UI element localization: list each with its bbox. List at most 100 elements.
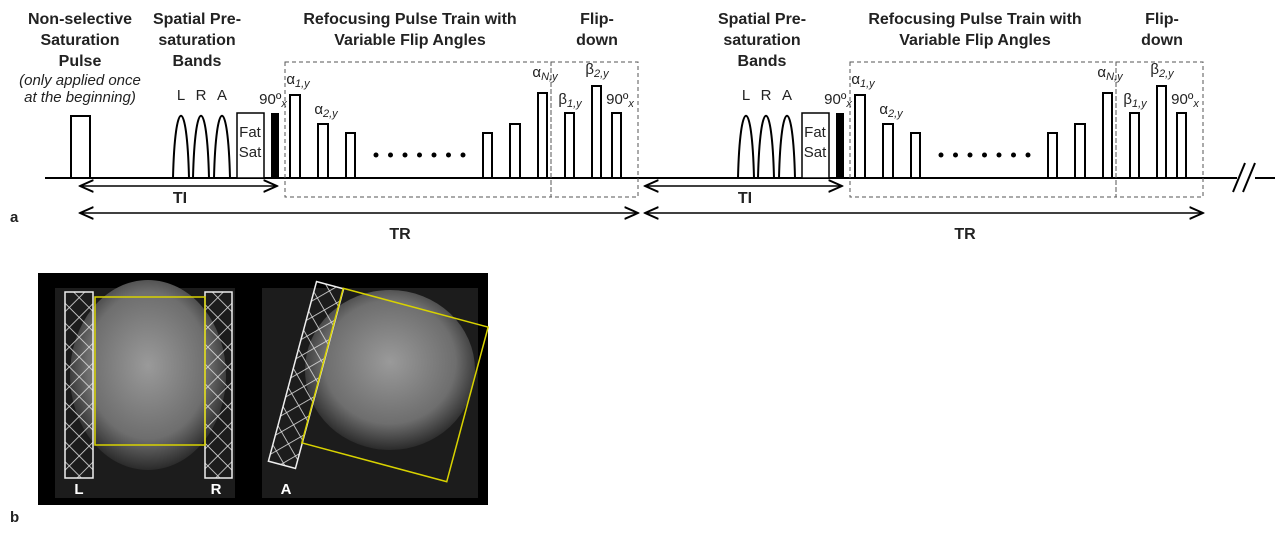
ellipsis-dot xyxy=(997,153,1002,158)
pulse-label: β2,y xyxy=(585,61,610,80)
image-label: R xyxy=(211,481,222,498)
rf-pulse xyxy=(883,124,893,178)
interval-label: TI xyxy=(738,190,752,207)
label-sub: 2,y xyxy=(1158,68,1175,80)
label-base: 90º xyxy=(1171,91,1194,108)
rf-pulse xyxy=(346,133,355,178)
interval-label: TR xyxy=(389,226,411,243)
rf-pulse xyxy=(71,116,90,178)
rf-pulse xyxy=(612,113,621,178)
label-base: α xyxy=(532,64,541,81)
rf-pulse xyxy=(510,124,520,178)
label-sub: N,y xyxy=(541,71,559,83)
pulse-label: αN,y xyxy=(1097,64,1124,83)
pulse-label: β1,y xyxy=(558,91,583,110)
image-label: L xyxy=(74,481,83,498)
interval-label: TR xyxy=(954,226,976,243)
heading-line: Variable Flip Angles xyxy=(334,32,486,49)
rf-pulse xyxy=(911,133,920,178)
heading-line: Refocusing Pulse Train with xyxy=(303,11,516,28)
sat-band xyxy=(65,292,93,478)
pulse-label: α1,y xyxy=(286,71,311,90)
rf-pulse xyxy=(1177,113,1186,178)
heading-line: Spatial Pre- xyxy=(718,11,806,28)
heading-line: Bands xyxy=(173,53,222,70)
panel-label: b xyxy=(10,509,19,526)
band-label: R xyxy=(761,87,772,104)
interval-label: TI xyxy=(173,190,187,207)
ellipsis-dot xyxy=(374,153,379,158)
ellipsis-dot xyxy=(446,153,451,158)
ellipsis-dot xyxy=(403,153,408,158)
pulse-label: β1,y xyxy=(1123,91,1148,110)
label-sub: 2,y xyxy=(887,108,904,120)
ellipsis-dot xyxy=(432,153,437,158)
pulse-label: α2,y xyxy=(879,101,904,120)
pulse-label: 90ºx xyxy=(824,91,852,110)
pulse-label: 90ºx xyxy=(259,91,287,110)
label-base: 90º xyxy=(259,91,282,108)
pulse-label: α1,y xyxy=(851,71,876,90)
rf-pulse xyxy=(1075,124,1085,178)
heading-line: Fat xyxy=(804,124,827,141)
label-base: 90º xyxy=(824,91,847,108)
rf-pulse xyxy=(290,95,300,178)
band-label: R xyxy=(196,87,207,104)
ellipsis-dot xyxy=(982,153,987,158)
label-sub: N,y xyxy=(1106,71,1124,83)
heading-line: down xyxy=(1141,32,1183,49)
rf-pulse xyxy=(1103,93,1112,178)
rf-pulse xyxy=(565,113,574,178)
label-sub: 2,y xyxy=(593,68,610,80)
band-label: L xyxy=(177,87,185,104)
ellipsis-dot xyxy=(461,153,466,158)
ellipsis-dot xyxy=(968,153,973,158)
rf-pulse xyxy=(483,133,492,178)
heading-line: Non-selective xyxy=(28,11,132,28)
label-sub: 2,y xyxy=(322,108,339,120)
pulse-label: αN,y xyxy=(532,64,559,83)
saturation-band xyxy=(738,116,754,178)
ellipsis-dot xyxy=(417,153,422,158)
image-label: A xyxy=(281,481,292,498)
label-base: α xyxy=(314,101,323,118)
saturation-band xyxy=(193,116,209,178)
pulse-label: α2,y xyxy=(314,101,339,120)
label-base: α xyxy=(1097,64,1106,81)
label-sub: 1,y xyxy=(567,98,583,110)
label-base: α xyxy=(879,101,888,118)
label-sub: 1,y xyxy=(860,78,876,90)
ellipsis-dot xyxy=(939,153,944,158)
pulse-label: 90ºx xyxy=(606,91,634,110)
excitation-pulse xyxy=(271,113,279,178)
heading-line: Pulse xyxy=(59,53,102,70)
ellipsis-dot xyxy=(953,153,958,158)
rf-pulse xyxy=(1130,113,1139,178)
figure: abNon-selectiveSaturationPulse(only appl… xyxy=(0,0,1283,531)
heading-line: Variable Flip Angles xyxy=(899,32,1051,49)
label-base: α xyxy=(851,71,860,88)
saturation-band xyxy=(214,116,230,178)
sat-band xyxy=(205,292,232,478)
label-sub: x xyxy=(845,98,852,110)
label-base: α xyxy=(286,71,295,88)
rf-pulse xyxy=(855,95,865,178)
panel-label: a xyxy=(10,209,19,226)
heading-line: Saturation xyxy=(40,32,119,49)
band-label: L xyxy=(742,87,750,104)
heading-line: at the beginning) xyxy=(24,89,136,106)
heading-line: saturation xyxy=(158,32,235,49)
label-sub: x xyxy=(1192,98,1199,110)
band-label: A xyxy=(217,87,227,104)
saturation-band xyxy=(779,116,795,178)
ellipsis-dot xyxy=(1026,153,1031,158)
rf-pulse xyxy=(1048,133,1057,178)
heading-line: Refocusing Pulse Train with xyxy=(868,11,1081,28)
heading-line: down xyxy=(576,32,618,49)
label-base: 90º xyxy=(606,91,629,108)
label-sub: 1,y xyxy=(1132,98,1148,110)
heading-line: Fat xyxy=(239,124,262,141)
rf-pulse xyxy=(1157,86,1166,178)
heading-line: Sat xyxy=(804,144,827,161)
rf-pulse xyxy=(592,86,601,178)
